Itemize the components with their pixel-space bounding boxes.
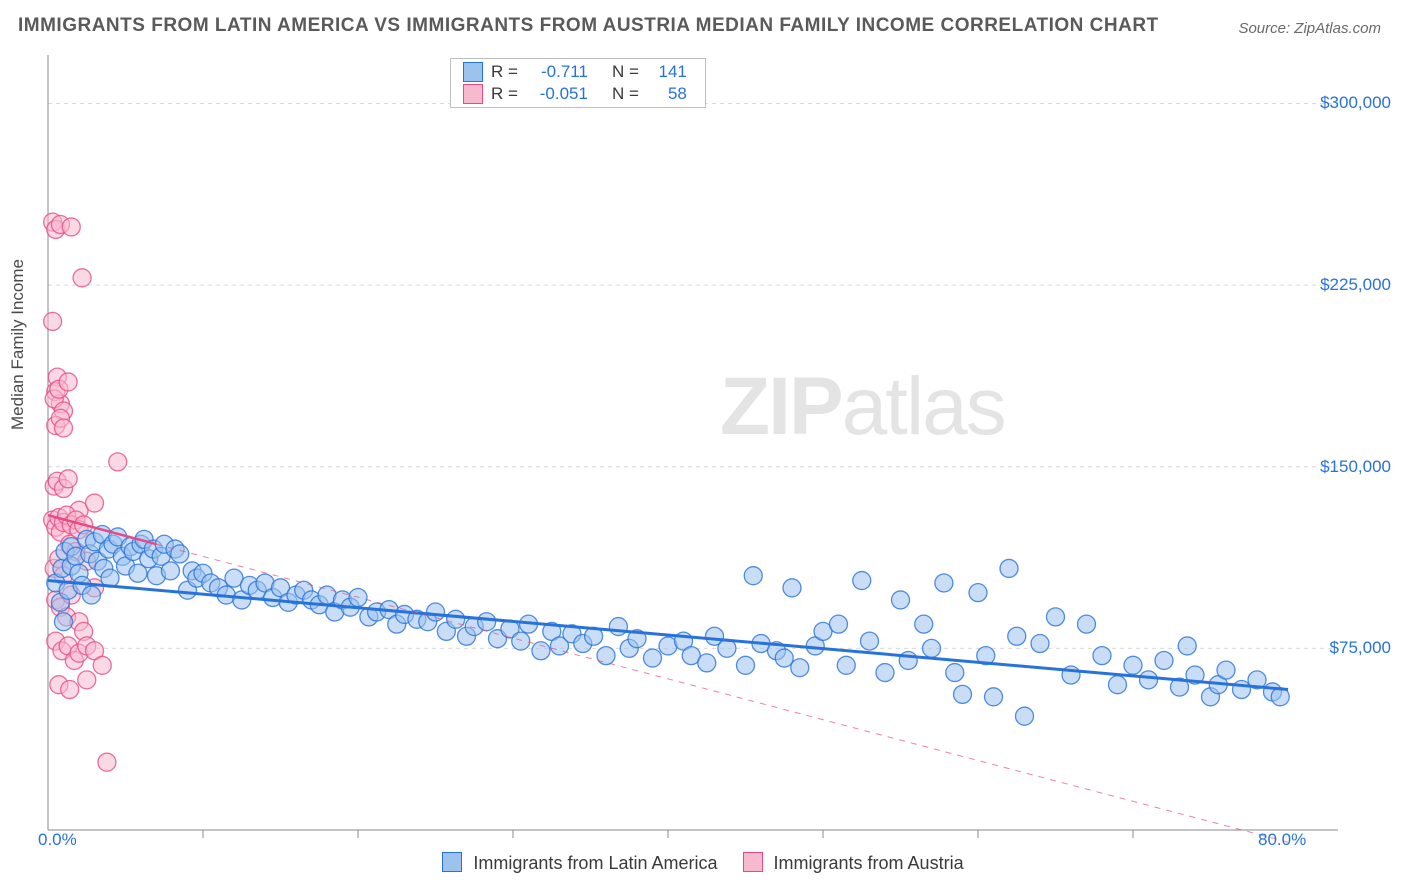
swatch-blue — [463, 62, 483, 82]
x-tick-label: 80.0% — [1258, 830, 1306, 850]
swatch-pink — [463, 84, 483, 104]
scatter-plot — [0, 0, 1406, 892]
y-tick-label: $75,000 — [1330, 638, 1391, 658]
correlation-legend: R = -0.711 N = 141 R = -0.051 N = 58 — [450, 58, 706, 108]
y-tick-label: $300,000 — [1320, 93, 1391, 113]
legend-row-latin-america: R = -0.711 N = 141 — [451, 61, 705, 83]
source-label: Source: ZipAtlas.com — [1238, 20, 1381, 37]
y-tick-label: $225,000 — [1320, 275, 1391, 295]
y-tick-label: $150,000 — [1320, 457, 1391, 477]
y-axis-label: Median Family Income — [8, 259, 28, 430]
legend-row-austria: R = -0.051 N = 58 — [451, 83, 705, 105]
chart-title: IMMIGRANTS FROM LATIN AMERICA VS IMMIGRA… — [18, 15, 1159, 37]
x-tick-label: 0.0% — [38, 830, 77, 850]
series-legend: Immigrants from Latin America Immigrants… — [0, 852, 1406, 874]
